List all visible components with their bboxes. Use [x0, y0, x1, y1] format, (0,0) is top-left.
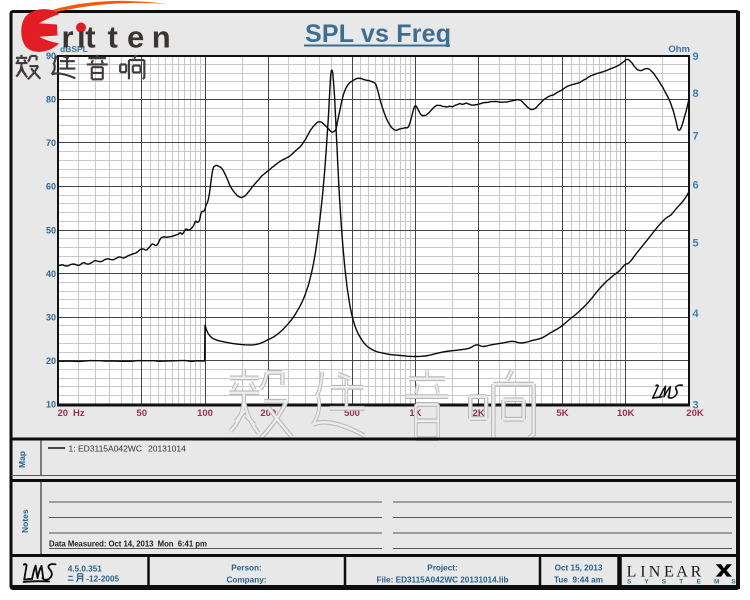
- svg-text:2K: 2K: [473, 408, 485, 419]
- svg-text:Tue 9:44 am: Tue 9:44 am: [554, 576, 603, 585]
- svg-text:L: L: [627, 564, 637, 581]
- svg-text:20K: 20K: [686, 408, 704, 419]
- svg-text:N: N: [649, 564, 661, 581]
- svg-text:1: ED3115A042WC: 1: ED3115A042WC: [69, 444, 143, 454]
- svg-text:60: 60: [46, 182, 56, 192]
- svg-text:Project:: Project:: [427, 564, 457, 573]
- svg-text:3: 3: [693, 399, 699, 411]
- svg-text:4.5.0.351: 4.5.0.351: [68, 565, 103, 574]
- svg-text:70: 70: [46, 138, 56, 148]
- svg-text:S: S: [662, 579, 667, 586]
- svg-text:10K: 10K: [617, 408, 635, 419]
- svg-text:Y: Y: [644, 579, 649, 586]
- svg-text:Person:: Person:: [231, 564, 261, 573]
- svg-text:90: 90: [46, 51, 56, 61]
- svg-text:5: 5: [693, 237, 699, 249]
- svg-text:20: 20: [58, 408, 69, 419]
- svg-text:ı: ı: [77, 20, 86, 55]
- svg-text:t: t: [85, 20, 95, 55]
- svg-text:7: 7: [693, 131, 699, 143]
- svg-text:r: r: [62, 20, 74, 55]
- svg-text:30: 30: [46, 312, 56, 322]
- svg-text:6: 6: [693, 180, 699, 192]
- svg-text:-12-2005: -12-2005: [86, 575, 119, 584]
- svg-text:40: 40: [46, 269, 56, 279]
- svg-text:File: ED3115A042WC 20131014.li: File: ED3115A042WC 20131014.lib: [377, 576, 509, 585]
- svg-text:E: E: [664, 564, 674, 581]
- svg-text:R: R: [691, 564, 702, 581]
- svg-text:Company:: Company:: [226, 576, 266, 585]
- svg-text:SPL vs Freq: SPL vs Freq: [305, 20, 451, 48]
- svg-text:20: 20: [46, 356, 56, 366]
- svg-text:I: I: [640, 564, 645, 581]
- svg-text:S: S: [627, 579, 632, 586]
- svg-text:t: t: [108, 20, 118, 55]
- svg-text:Notes: Notes: [20, 509, 30, 533]
- svg-text:T: T: [679, 579, 683, 586]
- svg-text:8: 8: [693, 88, 699, 100]
- svg-text:500: 500: [344, 408, 360, 419]
- svg-text:A: A: [676, 564, 688, 581]
- svg-text:9: 9: [693, 51, 699, 63]
- svg-text:Data Measured: Oct 14, 2013 M: Data Measured: Oct 14, 2013 Mon 6:41 pm: [49, 540, 207, 549]
- svg-text:S: S: [731, 579, 736, 586]
- svg-text:dBSPL: dBSPL: [60, 44, 88, 54]
- svg-text:Hz: Hz: [73, 408, 85, 419]
- svg-text:e: e: [127, 20, 144, 55]
- svg-text:M: M: [714, 579, 719, 586]
- svg-text:Ohm: Ohm: [668, 44, 690, 55]
- svg-text:50: 50: [46, 225, 56, 235]
- svg-text:n: n: [152, 20, 171, 55]
- svg-text:50: 50: [136, 408, 147, 419]
- svg-text:80: 80: [46, 95, 56, 105]
- svg-text:20131014: 20131014: [148, 444, 186, 454]
- svg-text:E: E: [697, 579, 702, 586]
- svg-text:5K: 5K: [556, 408, 568, 419]
- svg-text:200: 200: [260, 408, 276, 419]
- svg-text:Map: Map: [17, 451, 27, 468]
- svg-text:Oct 15, 2013: Oct 15, 2013: [555, 564, 603, 573]
- svg-text:100: 100: [197, 408, 213, 419]
- svg-text:4: 4: [693, 308, 700, 320]
- svg-text:10: 10: [46, 400, 56, 410]
